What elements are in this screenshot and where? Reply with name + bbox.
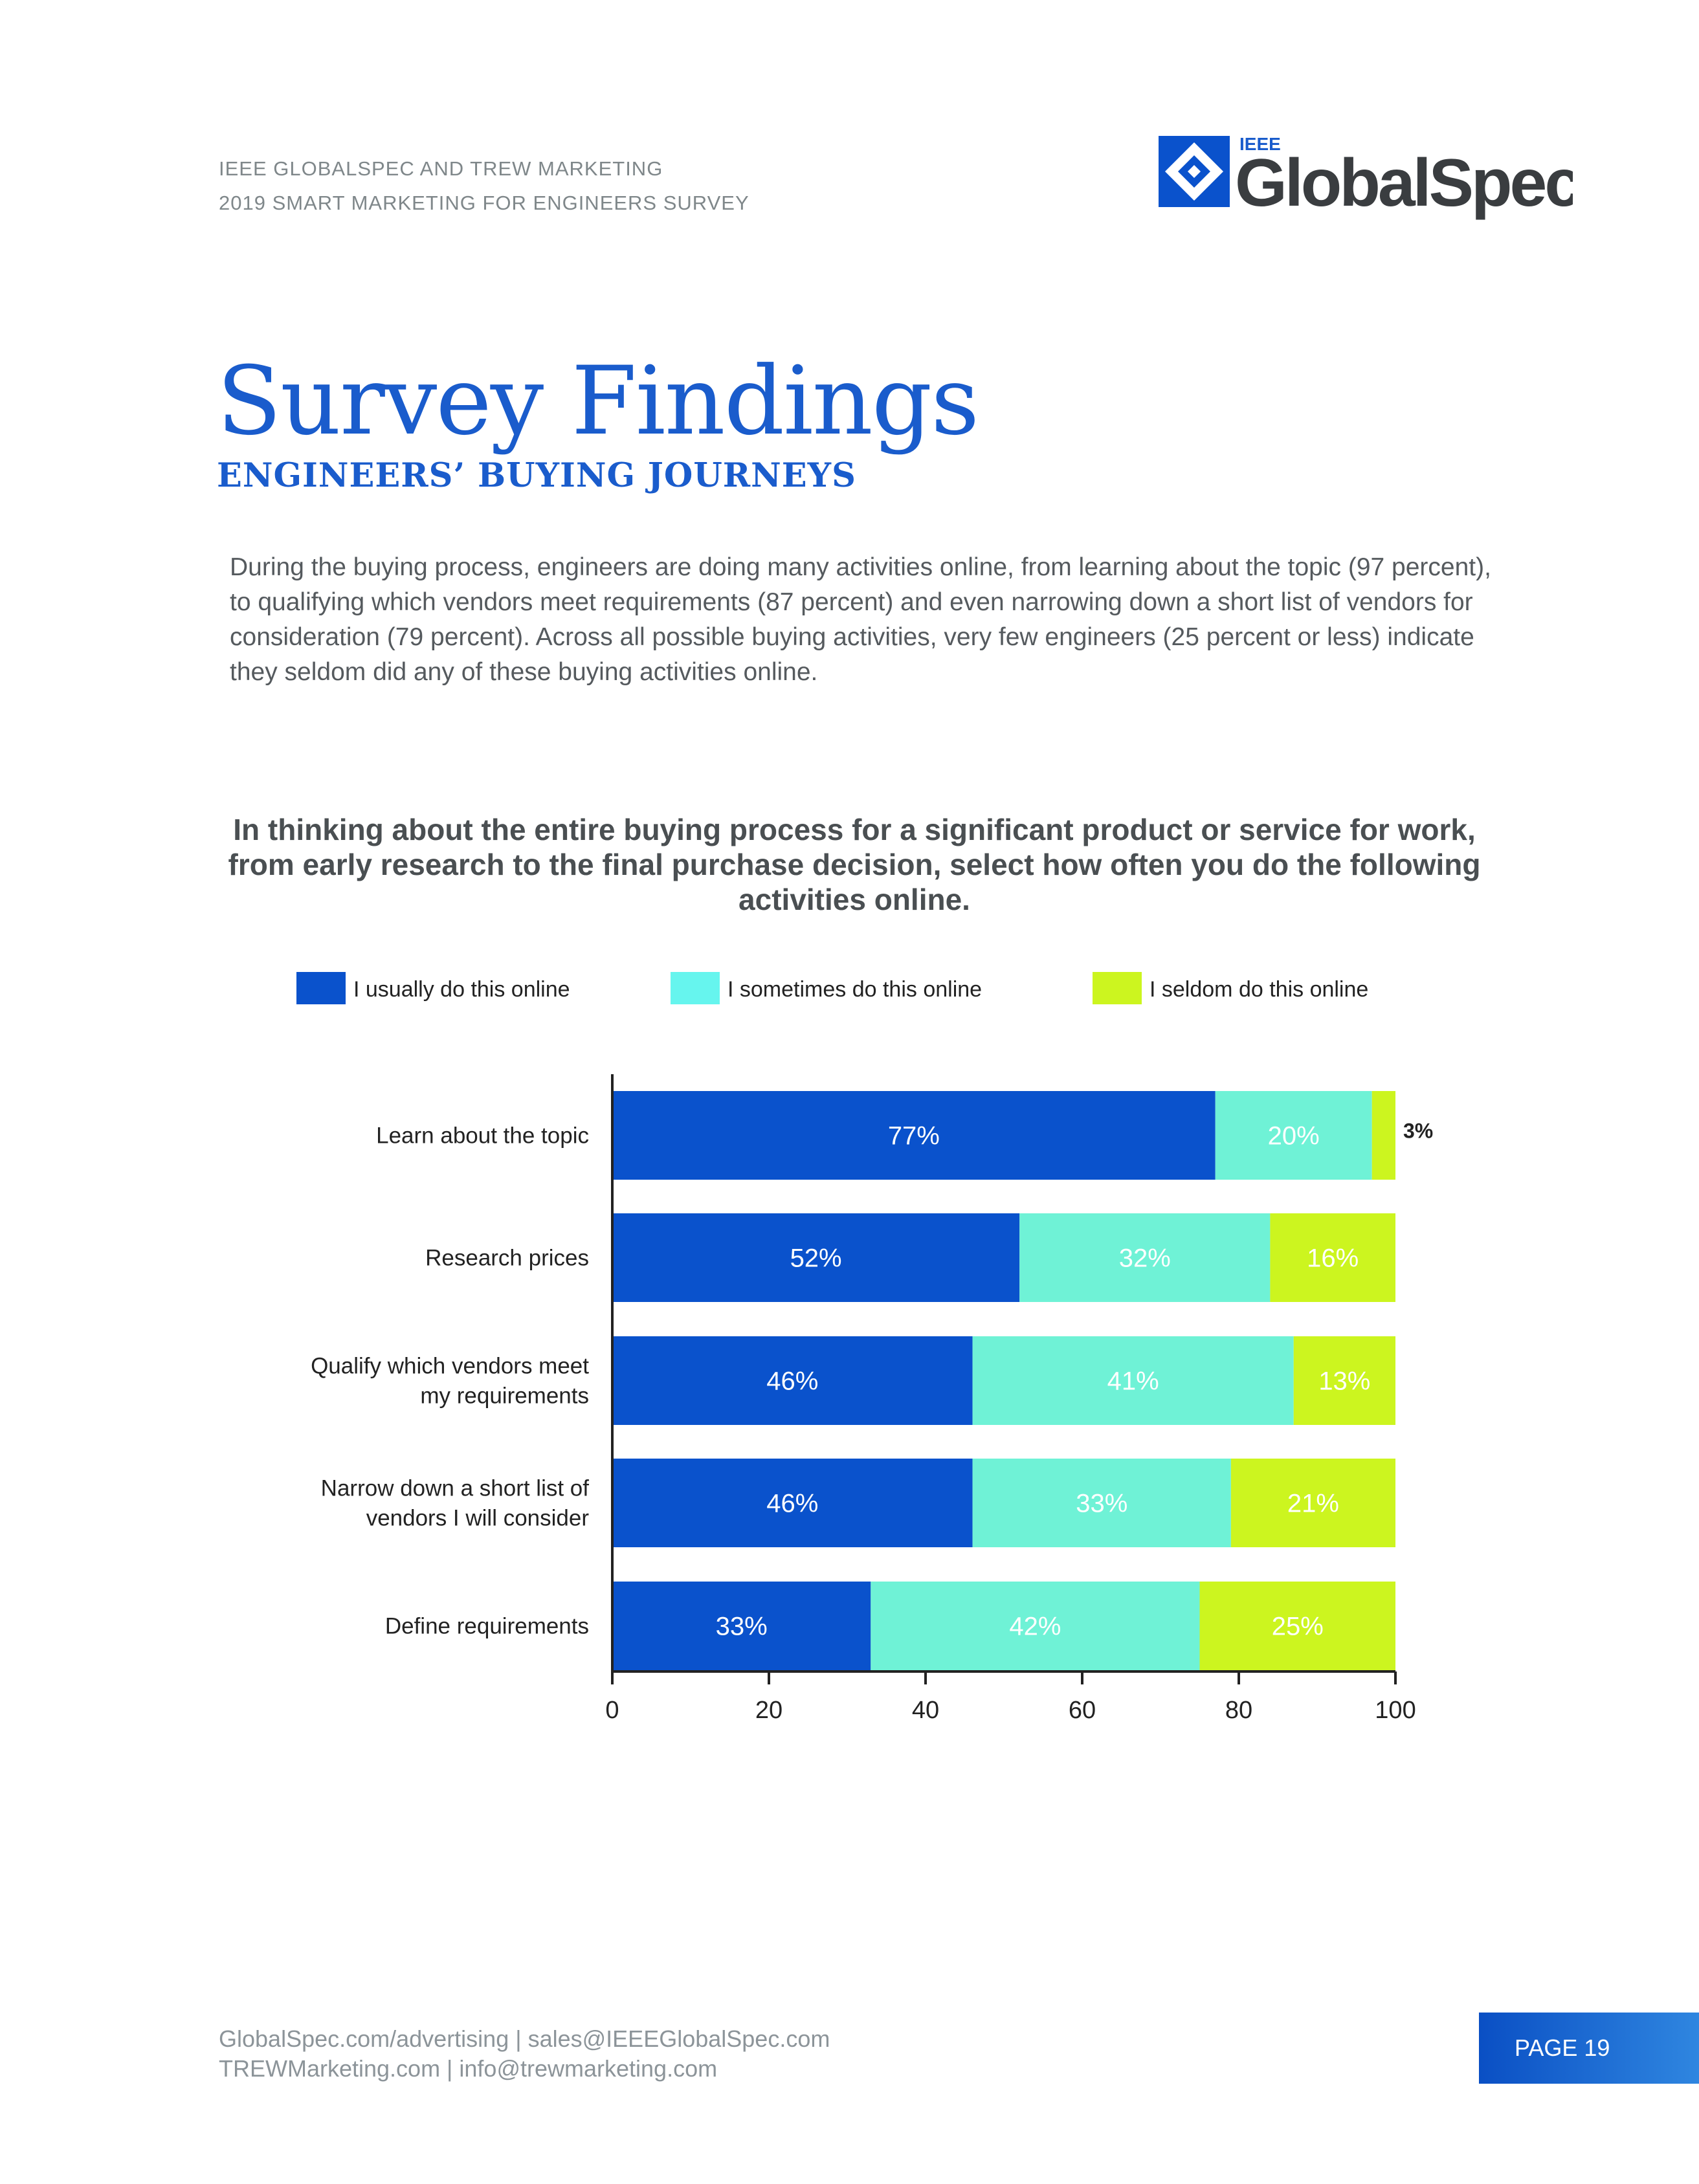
bar-label-5-series-3: 25% — [1272, 1613, 1324, 1641]
logo-diamond-icon — [1159, 136, 1230, 207]
bar-label-1-series-2: 20% — [1268, 1122, 1320, 1151]
x-tick-label-3: 40 — [912, 1697, 939, 1724]
bar-1-series-2 — [1215, 1091, 1372, 1180]
bar-2-series-2 — [1019, 1213, 1271, 1302]
bar-5-series-1 — [612, 1582, 871, 1670]
category-label-5-line-1: Define requirements — [385, 1614, 589, 1639]
bar-5-series-2 — [871, 1582, 1200, 1670]
page-subtitle: ENGINEERS’ BUYING JOURNEYS — [217, 456, 856, 495]
bar-2-series-1 — [612, 1213, 1020, 1302]
bar-label-4-series-3: 21% — [1287, 1490, 1339, 1518]
bar-label-2-series-1: 52% — [790, 1244, 842, 1273]
x-tick-label-1: 0 — [605, 1697, 619, 1724]
footer-line-1: GlobalSpec.com/advertising | sales@IEEEG… — [219, 2025, 830, 2052]
bar-label-5-series-1: 33% — [716, 1613, 768, 1641]
bar-label-2-series-3: 16% — [1307, 1244, 1359, 1273]
bar-label-2-series-2: 32% — [1119, 1244, 1171, 1273]
legend-label-3: I seldom do this online — [1149, 977, 1368, 1002]
category-label-4-line-2: vendors I will consider — [366, 1506, 590, 1531]
bar-label-3-series-1: 46% — [766, 1367, 818, 1396]
legend-label-1: I usually do this online — [353, 977, 570, 1002]
bar-label-3-series-3: 13% — [1318, 1367, 1370, 1396]
bar-3-series-1 — [612, 1336, 973, 1425]
logo-wordmark: GlobalSpec — [1235, 146, 1573, 221]
page-title: Survey Findings — [217, 346, 979, 456]
bar-4-series-2 — [972, 1459, 1231, 1547]
bar-label-4-series-1: 46% — [766, 1490, 818, 1518]
stacked-bar-chart: I usually do this online I sometimes do t… — [296, 972, 1433, 1724]
chart-question: In thinking about the entire buying proc… — [228, 813, 1481, 916]
bar-5-series-3 — [1199, 1582, 1395, 1670]
legend-swatch-2 — [671, 972, 720, 1004]
header-line-1: IEEE GLOBALSPEC AND TREW MARKETING — [219, 157, 663, 180]
bar-label-4-series-2: 33% — [1076, 1490, 1127, 1518]
x-tick-label-4: 60 — [1069, 1697, 1096, 1724]
page-number-badge: PAGE 19 — [1479, 2013, 1699, 2084]
bar-1-series-1 — [612, 1091, 1216, 1180]
bar-1-series-3 — [1371, 1091, 1395, 1180]
bar-label-1-series-1: 77% — [888, 1122, 940, 1151]
legend-swatch-3 — [1093, 972, 1142, 1004]
bar-label-3-series-2: 41% — [1107, 1367, 1159, 1396]
bar-4-series-3 — [1230, 1459, 1395, 1547]
logo-ieee: IEEE — [1239, 134, 1281, 154]
category-label-1-line-1: Learn about the topic — [376, 1123, 589, 1149]
intro-paragraph: During the buying process, engineers are… — [230, 553, 1491, 686]
bar-label-5-series-2: 42% — [1009, 1613, 1061, 1641]
bar-3-series-2 — [972, 1336, 1294, 1425]
category-label-4-line-1: Narrow down a short list of — [321, 1476, 590, 1501]
legend-label-2: I sometimes do this online — [727, 977, 982, 1002]
category-label-2-line-1: Research prices — [425, 1246, 589, 1271]
bar-label-1-series-3: 3% — [1403, 1120, 1433, 1143]
footer-line-2: TREWMarketing.com | info@trewmarketing.c… — [219, 2055, 718, 2082]
x-tick-label-2: 20 — [755, 1697, 783, 1724]
header-line-2: 2019 SMART MARKETING FOR ENGINEERS SURVE… — [219, 192, 750, 214]
bar-4-series-1 — [612, 1459, 973, 1547]
page-number: PAGE 19 — [1515, 2035, 1610, 2061]
bar-2-series-3 — [1270, 1213, 1395, 1302]
x-tick-label-5: 80 — [1225, 1697, 1252, 1724]
category-label-3-line-1: Qualify which vendors meet — [311, 1354, 589, 1379]
globalspec-logo: IEEE GlobalSpec — [1159, 134, 1573, 221]
bar-3-series-3 — [1293, 1336, 1395, 1425]
legend-swatch-1 — [296, 972, 346, 1004]
x-tick-label-6: 100 — [1375, 1697, 1416, 1724]
category-label-3-line-2: my requirements — [420, 1384, 589, 1409]
